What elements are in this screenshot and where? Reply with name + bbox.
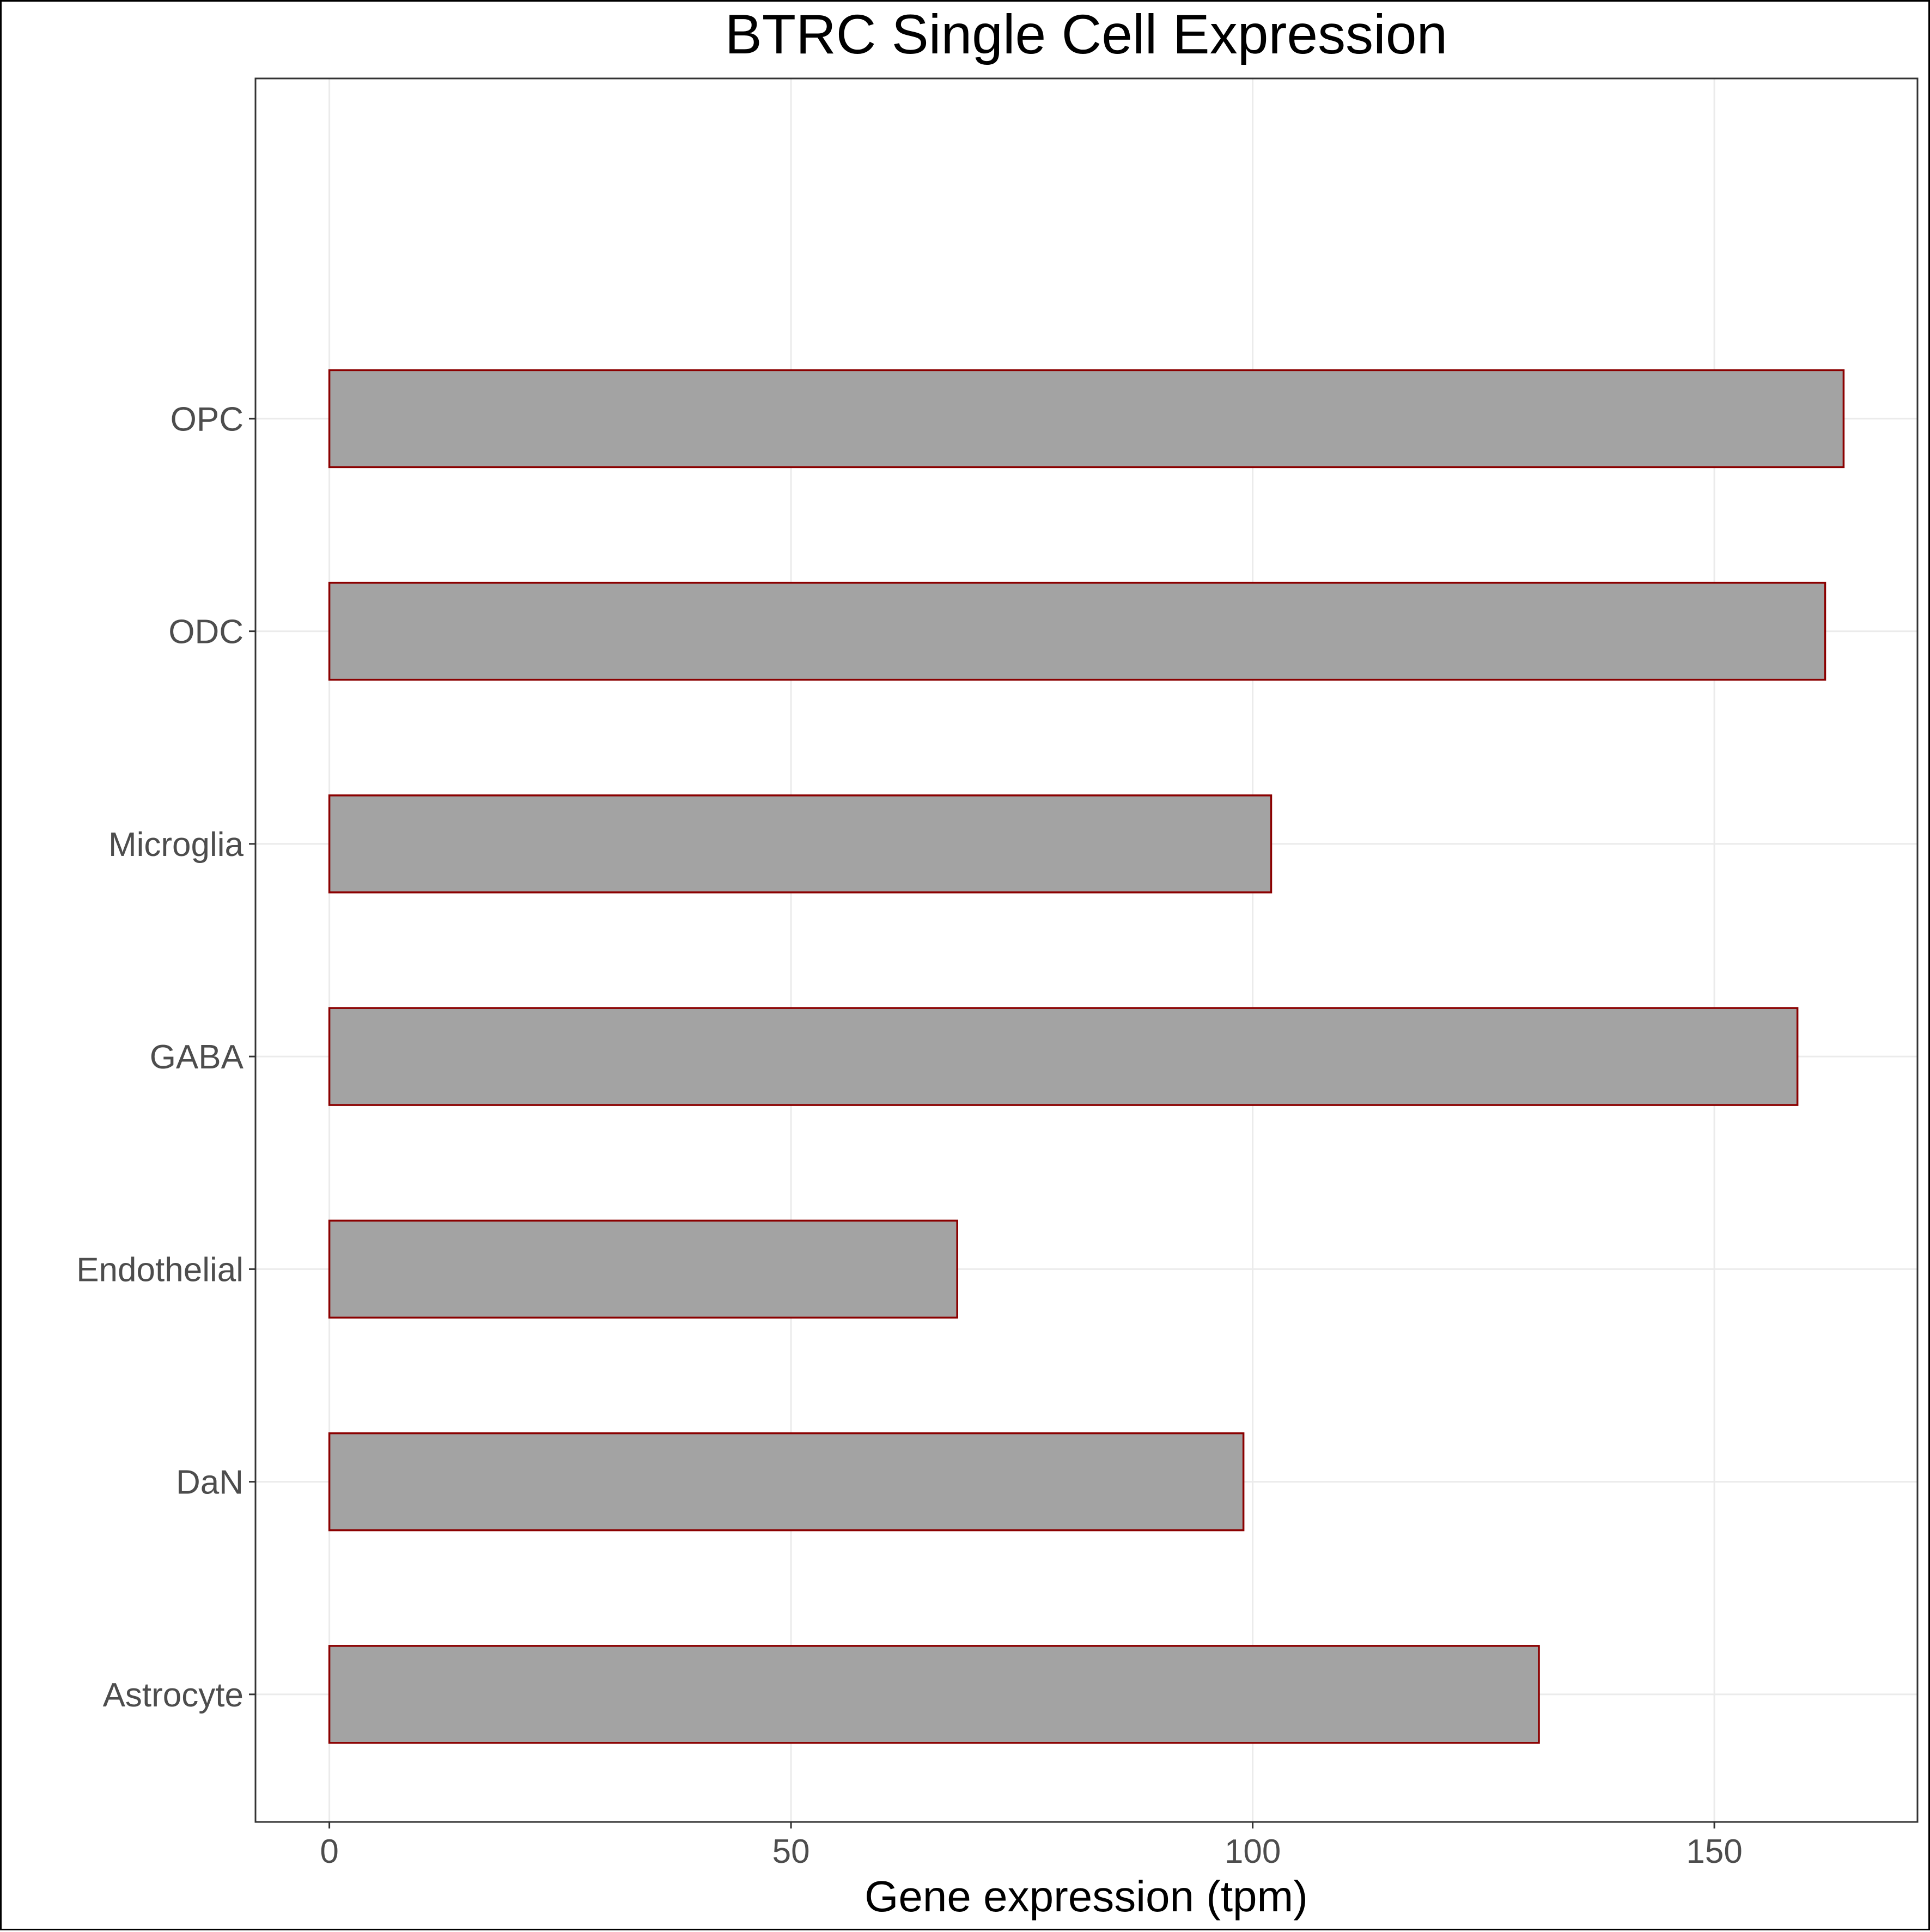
plot-panel-border <box>254 77 1919 1823</box>
y-axis: Astrocyte DaN Endothelial GABA Microglia ODC O… <box>76 400 255 1714</box>
gridlines <box>255 78 1917 1822</box>
bar-odc <box>328 581 1827 681</box>
bar-endothelial <box>328 1219 958 1319</box>
x-tick-label: 50 <box>772 1833 810 1870</box>
y-tick-label: OPC <box>171 400 243 438</box>
bar-gaba <box>328 1007 1799 1106</box>
bar-dan <box>328 1432 1245 1532</box>
y-tick-label: Microglia <box>108 826 244 864</box>
chart-title: BTRC Single Cell Expression <box>725 3 1448 65</box>
bar-astrocyte <box>328 1645 1540 1744</box>
bars <box>328 369 1845 1744</box>
x-tick-label: 0 <box>320 1833 338 1870</box>
y-tick-label: DaN <box>176 1464 243 1502</box>
x-tick-label: 150 <box>1686 1833 1742 1870</box>
y-tick-label: GABA <box>150 1038 244 1076</box>
y-tick-label: Endothelial <box>76 1251 243 1289</box>
y-tick-label: Astrocyte <box>103 1676 243 1714</box>
x-axis-title: Gene expression (tpm) <box>864 1872 1308 1921</box>
y-tick-label: ODC <box>168 613 243 651</box>
x-tick-label: 100 <box>1225 1833 1281 1870</box>
bar-microglia <box>328 794 1273 894</box>
bar-opc <box>328 369 1845 469</box>
x-axis: 0 50 100 150 <box>320 1822 1743 1870</box>
